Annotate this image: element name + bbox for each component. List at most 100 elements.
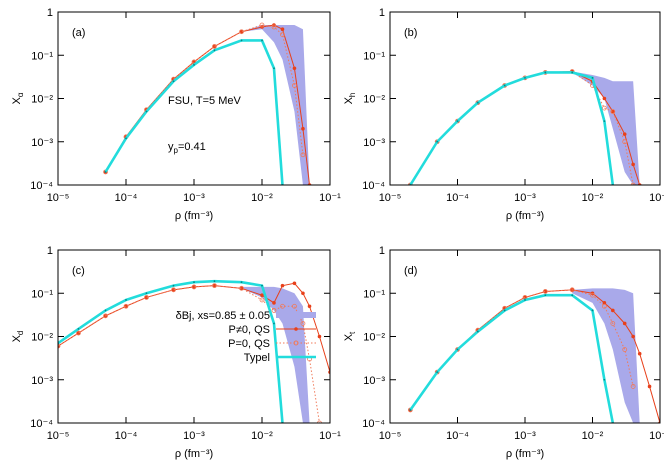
y-tick-label: 10⁻¹: [363, 50, 385, 62]
y-axis-label-sub: t: [348, 331, 357, 334]
x-tick-label: 10⁻⁴: [115, 430, 138, 442]
x-tick-label: 10⁻³: [514, 192, 536, 204]
panel-label: (a): [72, 27, 85, 39]
x-axis-label: ρ (fm⁻³): [175, 448, 213, 460]
y-axis-label: Xt: [343, 331, 357, 341]
marker: [193, 63, 195, 66]
marker: [76, 330, 81, 336]
marker: [601, 105, 607, 111]
band: [572, 71, 640, 185]
y-tick-label: 10⁻²: [31, 332, 53, 344]
marker: [212, 44, 217, 49]
marker: [622, 347, 628, 352]
y-axis-label-main: X: [343, 96, 355, 104]
series-line: [58, 279, 284, 423]
legend-label: P≠0, QS: [229, 324, 271, 336]
marker: [292, 66, 297, 71]
marker: [191, 284, 197, 290]
y-tick-label: 10⁻²: [363, 332, 385, 344]
y-tick-label: 10⁻¹: [31, 50, 53, 62]
marker: [171, 288, 176, 292]
marker: [171, 287, 176, 293]
x-tick-label: 10⁻¹: [649, 430, 664, 442]
marker: [503, 84, 506, 87]
marker: [524, 299, 526, 301]
marker: [436, 140, 439, 143]
y-axis-label-main: X: [343, 333, 355, 341]
marker: [280, 27, 285, 32]
legend-label: Typel: [244, 352, 270, 364]
y-axis-label-sub: h: [348, 93, 357, 97]
marker: [602, 301, 607, 305]
marker: [630, 384, 636, 389]
band: [241, 25, 310, 185]
marker: [622, 132, 627, 136]
annotation-sub: p: [174, 146, 179, 155]
marker: [300, 321, 306, 326]
marker: [456, 120, 459, 123]
marker: [213, 280, 216, 283]
marker: [240, 39, 243, 42]
x-tick-label: 10⁻²: [582, 430, 604, 442]
marker: [455, 347, 460, 352]
marker: [603, 120, 606, 123]
marker: [409, 409, 412, 411]
marker: [610, 109, 616, 114]
marker: [630, 182, 636, 185]
panel-label: (d): [404, 265, 417, 277]
x-tick-label: 10⁻¹: [319, 430, 341, 442]
y-tick-label: 1: [379, 245, 385, 257]
marker: [271, 308, 277, 313]
marker: [307, 304, 312, 309]
marker: [144, 295, 149, 300]
marker: [647, 384, 652, 389]
y-axis-label: Xh: [343, 93, 357, 105]
marker: [240, 281, 243, 284]
series-line: [409, 289, 634, 411]
marker: [280, 303, 285, 309]
x-tick-label: 10⁻⁵: [47, 192, 70, 204]
marker: [571, 294, 574, 297]
marker: [260, 293, 264, 298]
x-tick-label: 10⁻¹: [319, 192, 341, 204]
y-tick-label: 10⁻²: [31, 94, 53, 106]
y-axis-label: Xd: [11, 331, 25, 343]
annotation-text: FSU, T=5 MeV: [168, 95, 242, 107]
x-axis-label: ρ (fm⁻³): [175, 210, 213, 222]
marker: [476, 330, 479, 333]
y-tick-label: 10⁻⁴: [30, 180, 53, 192]
series-line: [409, 293, 615, 423]
series-line: [58, 285, 320, 423]
marker: [192, 285, 196, 289]
marker: [317, 334, 322, 339]
marker: [145, 110, 148, 113]
x-axis-label: ρ (fm⁻³): [506, 448, 544, 460]
marker: [569, 287, 575, 293]
marker: [193, 281, 195, 284]
x-axis-label: ρ (fm⁻³): [506, 210, 544, 222]
marker: [602, 96, 607, 101]
y-axis-label: Xα: [11, 92, 25, 104]
x-tick-label: 10⁻³: [183, 430, 205, 442]
annotation-text: y: [168, 141, 174, 153]
x-tick-label: 10⁻²: [251, 430, 273, 442]
series-line: [104, 39, 284, 185]
y-axis-label-sub: d: [16, 331, 25, 335]
marker: [292, 303, 297, 309]
marker: [622, 139, 628, 145]
marker: [601, 303, 607, 309]
marker: [292, 83, 297, 88]
x-tick-label: 10⁻³: [514, 430, 536, 442]
marker: [239, 29, 244, 35]
y-tick-label: 10⁻⁴: [362, 180, 385, 192]
band: [241, 286, 310, 423]
annotation: yp=0.41: [168, 141, 206, 155]
marker: [301, 126, 305, 131]
marker: [456, 348, 459, 351]
x-tick-label: 10⁻⁴: [446, 192, 469, 204]
x-tick-label: 10⁻⁵: [379, 430, 402, 442]
marker: [637, 351, 642, 356]
y-tick-label: 10⁻³: [31, 137, 53, 149]
marker: [213, 49, 216, 52]
